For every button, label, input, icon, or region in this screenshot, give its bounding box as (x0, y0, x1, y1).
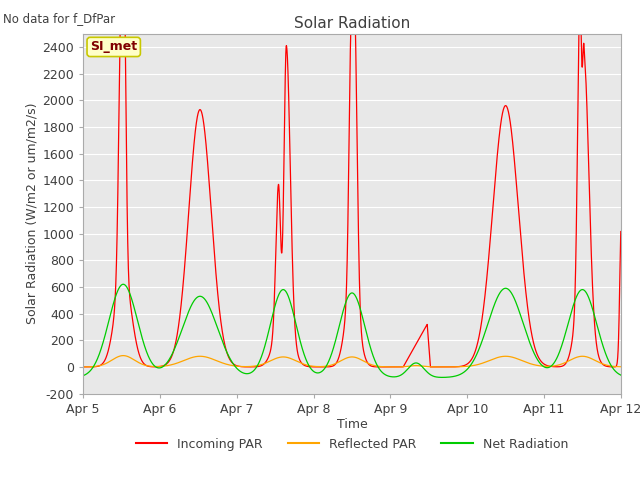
Incoming PAR (177, 303, 185, 309)
Net Radiation (522, 327, 529, 333)
Legend: Incoming PAR, Reflected PAR, Net Radiation: Incoming PAR, Reflected PAR, Net Radiati… (131, 433, 573, 456)
Incoming PAR (402, 360, 410, 365)
Incoming PAR (79, 364, 87, 370)
Net Radiation (285, 295, 292, 300)
Reflected PAR (617, 364, 625, 370)
X-axis label: Time: Time (337, 419, 367, 432)
Reflected PAR (402, 364, 410, 370)
Line: Incoming PAR: Incoming PAR (83, 0, 621, 367)
Incoming PAR (617, 228, 625, 234)
Net Radiation (617, 372, 625, 378)
Net Radiation (481, 331, 488, 337)
Net Radiation (402, 368, 410, 374)
Text: SI_met: SI_met (90, 40, 137, 53)
Incoming PAR (522, 285, 529, 291)
Incoming PAR (481, 297, 488, 302)
Reflected PAR (522, 359, 529, 365)
Net Radiation (438, 374, 446, 380)
Net Radiation (120, 281, 127, 287)
Net Radiation (429, 373, 436, 379)
Net Radiation (79, 373, 87, 379)
Reflected PAR (436, 364, 444, 370)
Incoming PAR (399, 364, 407, 370)
Line: Reflected PAR: Reflected PAR (83, 356, 621, 367)
Line: Net Radiation: Net Radiation (83, 284, 621, 377)
Reflected PAR (429, 364, 436, 370)
Incoming PAR (429, 364, 437, 370)
Reflected PAR (177, 359, 185, 365)
Reflected PAR (285, 355, 292, 360)
Reflected PAR (481, 360, 488, 365)
Net Radiation (177, 329, 185, 335)
Incoming PAR (285, 95, 292, 101)
Title: Solar Radiation: Solar Radiation (294, 16, 410, 31)
Y-axis label: Solar Radiation (W/m2 or um/m2/s): Solar Radiation (W/m2 or um/m2/s) (25, 103, 38, 324)
Reflected PAR (120, 353, 127, 359)
Text: No data for f_DfPar: No data for f_DfPar (3, 12, 115, 25)
Reflected PAR (79, 364, 87, 370)
